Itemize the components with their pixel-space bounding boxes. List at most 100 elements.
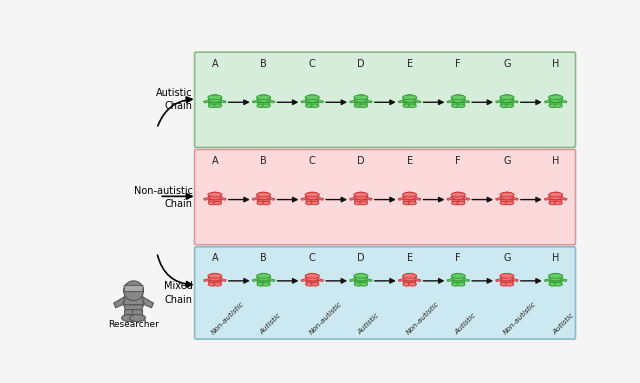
FancyBboxPatch shape — [458, 200, 464, 204]
Ellipse shape — [208, 95, 222, 100]
Polygon shape — [495, 197, 502, 200]
Ellipse shape — [403, 95, 416, 102]
FancyBboxPatch shape — [214, 200, 221, 204]
Ellipse shape — [355, 95, 367, 102]
FancyBboxPatch shape — [307, 281, 313, 285]
Polygon shape — [317, 278, 324, 282]
FancyBboxPatch shape — [403, 196, 416, 201]
FancyBboxPatch shape — [263, 102, 269, 106]
Polygon shape — [269, 100, 275, 103]
FancyBboxPatch shape — [214, 102, 221, 106]
FancyBboxPatch shape — [209, 98, 221, 104]
Text: D: D — [357, 156, 365, 166]
FancyBboxPatch shape — [209, 277, 221, 282]
FancyBboxPatch shape — [258, 102, 264, 106]
Text: A: A — [212, 156, 218, 166]
Ellipse shape — [500, 283, 508, 286]
Text: G: G — [503, 156, 511, 166]
Text: Non-autistic
Chain: Non-autistic Chain — [134, 185, 193, 209]
FancyBboxPatch shape — [195, 247, 575, 339]
FancyBboxPatch shape — [409, 102, 415, 106]
Text: Autistic: Autistic — [356, 312, 380, 336]
Ellipse shape — [360, 104, 368, 108]
Ellipse shape — [457, 283, 465, 286]
Polygon shape — [463, 197, 470, 200]
Ellipse shape — [452, 192, 465, 200]
Ellipse shape — [506, 283, 514, 286]
Text: B: B — [260, 253, 267, 263]
FancyBboxPatch shape — [214, 281, 221, 285]
Ellipse shape — [549, 201, 557, 205]
Ellipse shape — [262, 201, 270, 205]
Ellipse shape — [214, 283, 221, 286]
Text: H: H — [552, 59, 559, 69]
FancyBboxPatch shape — [258, 281, 264, 285]
FancyBboxPatch shape — [549, 277, 562, 282]
FancyBboxPatch shape — [403, 277, 416, 282]
Ellipse shape — [506, 104, 514, 108]
Text: Non-autistic: Non-autistic — [308, 301, 343, 336]
Ellipse shape — [208, 192, 222, 197]
Text: C: C — [309, 253, 316, 263]
Ellipse shape — [548, 273, 563, 278]
FancyBboxPatch shape — [360, 200, 367, 204]
FancyBboxPatch shape — [355, 277, 367, 282]
Ellipse shape — [122, 314, 138, 322]
FancyBboxPatch shape — [355, 196, 367, 201]
FancyBboxPatch shape — [257, 98, 270, 104]
Polygon shape — [143, 297, 154, 308]
Text: D: D — [357, 59, 365, 69]
FancyBboxPatch shape — [501, 281, 508, 285]
FancyBboxPatch shape — [312, 200, 318, 204]
Ellipse shape — [457, 104, 465, 108]
Text: F: F — [456, 59, 461, 69]
Ellipse shape — [451, 192, 465, 197]
Polygon shape — [415, 278, 421, 282]
Ellipse shape — [208, 104, 216, 108]
Ellipse shape — [311, 201, 319, 205]
FancyBboxPatch shape — [501, 200, 508, 204]
Ellipse shape — [129, 314, 145, 322]
Polygon shape — [220, 197, 227, 200]
Ellipse shape — [124, 281, 143, 301]
Ellipse shape — [549, 192, 562, 200]
Polygon shape — [220, 278, 227, 282]
Ellipse shape — [257, 283, 265, 286]
Ellipse shape — [257, 95, 271, 100]
Ellipse shape — [452, 95, 465, 102]
FancyBboxPatch shape — [500, 277, 513, 282]
Text: E: E — [406, 59, 413, 69]
Ellipse shape — [214, 201, 221, 205]
FancyBboxPatch shape — [306, 98, 319, 104]
FancyBboxPatch shape — [506, 200, 513, 204]
FancyBboxPatch shape — [550, 102, 556, 106]
Ellipse shape — [305, 273, 319, 278]
Ellipse shape — [549, 104, 557, 108]
Text: Non-autistic: Non-autistic — [405, 301, 440, 336]
Polygon shape — [349, 278, 356, 282]
Text: D: D — [357, 253, 365, 263]
Polygon shape — [114, 297, 125, 308]
Ellipse shape — [506, 201, 514, 205]
FancyBboxPatch shape — [209, 196, 221, 201]
Ellipse shape — [500, 273, 513, 281]
Polygon shape — [349, 197, 356, 200]
Polygon shape — [415, 197, 421, 200]
Ellipse shape — [548, 192, 563, 197]
Ellipse shape — [209, 95, 221, 102]
Ellipse shape — [500, 95, 514, 100]
FancyBboxPatch shape — [452, 98, 465, 104]
Ellipse shape — [554, 201, 563, 205]
Polygon shape — [349, 100, 356, 103]
Ellipse shape — [262, 104, 270, 108]
Text: Autistic: Autistic — [454, 312, 477, 336]
Ellipse shape — [500, 192, 514, 197]
FancyBboxPatch shape — [360, 281, 367, 285]
Text: C: C — [309, 156, 316, 166]
Ellipse shape — [257, 273, 271, 278]
FancyBboxPatch shape — [500, 98, 513, 104]
Polygon shape — [495, 100, 502, 103]
FancyBboxPatch shape — [550, 281, 556, 285]
FancyBboxPatch shape — [506, 281, 513, 285]
FancyBboxPatch shape — [263, 200, 269, 204]
